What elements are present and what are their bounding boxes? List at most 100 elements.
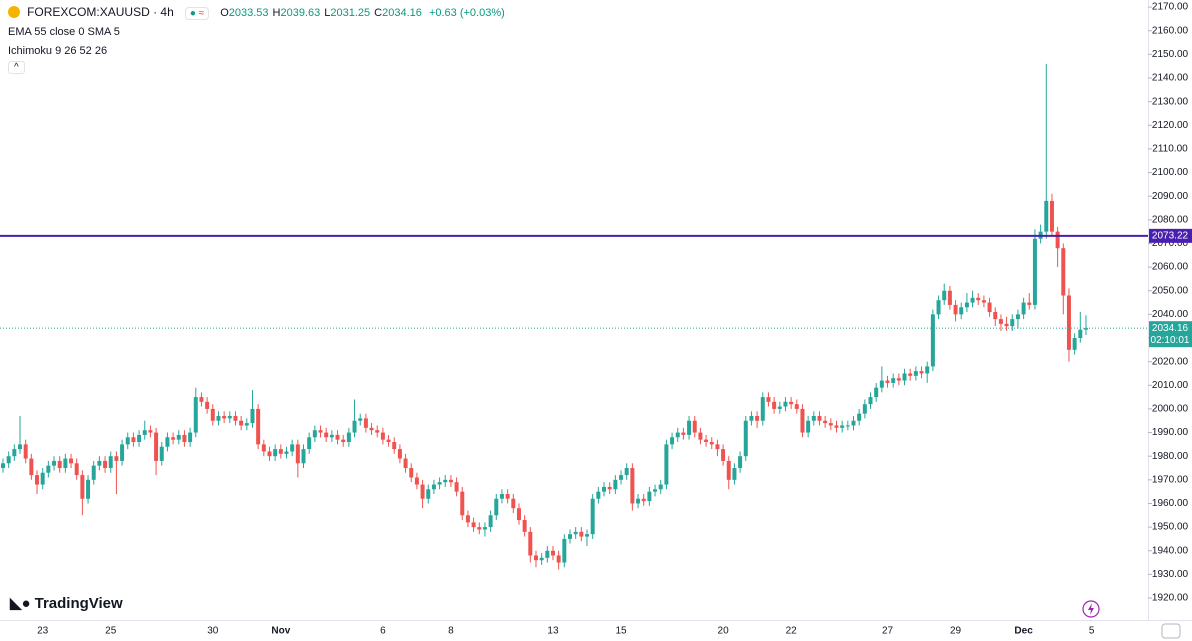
candle-body [516, 508, 521, 521]
candle-body [726, 460, 731, 480]
candle-body [556, 555, 561, 563]
candle-body [953, 304, 958, 315]
candle-body [755, 416, 760, 421]
candle-body [1021, 302, 1026, 315]
candle-body [590, 498, 595, 535]
last-price-bg [1149, 321, 1192, 348]
candle-body [658, 484, 663, 490]
candle-body [284, 451, 289, 454]
candle-body [386, 439, 391, 443]
candle-body [329, 434, 334, 438]
x-tick-label: 6 [380, 626, 386, 637]
candle-body [210, 408, 215, 421]
candle-body [879, 380, 884, 388]
settings-icon[interactable] [1161, 623, 1181, 639]
candle-body [375, 430, 380, 433]
candle-body [6, 456, 11, 464]
candle-body [709, 442, 714, 445]
candle-body [970, 297, 975, 303]
candle-body [925, 366, 930, 374]
y-tick-label: 2010.00 [1152, 380, 1189, 391]
y-tick-label: 2140.00 [1152, 73, 1189, 84]
candle-body [233, 416, 238, 421]
candle-body [239, 420, 244, 426]
candle-body [653, 489, 658, 492]
candle-body [465, 515, 470, 523]
ohlc-value: 2034.16 [382, 7, 422, 19]
candle-body [840, 425, 845, 428]
candle-body [596, 491, 601, 499]
candle-body [1027, 302, 1032, 305]
ohlc-key: H [272, 7, 281, 19]
candle-body [664, 444, 669, 485]
hline-label: 2073.22 [1152, 230, 1189, 241]
candle-body [199, 397, 204, 402]
candle-body [772, 401, 777, 409]
candle-body [602, 486, 607, 492]
candle-body [998, 319, 1003, 324]
candle-body [222, 416, 227, 419]
candle-body [318, 430, 323, 433]
candle-body [522, 520, 527, 532]
candle-body [437, 482, 442, 485]
candle-body [120, 444, 125, 461]
candle-body [324, 432, 329, 438]
candle-body [579, 531, 584, 537]
y-tick-label: 2160.00 [1152, 25, 1189, 36]
candle-body [505, 494, 510, 499]
candle-body [828, 423, 833, 426]
candle-body [817, 416, 822, 421]
candle-body [862, 404, 867, 414]
legend-row: FOREXCOM:XAUUSD · 4h ● ≈ O2033.53 H2039.6… [8, 5, 509, 20]
candle-body [823, 420, 828, 424]
candle-body [86, 479, 91, 499]
candle-body [857, 413, 862, 421]
x-tick-label: 22 [786, 626, 798, 637]
status-badge[interactable]: ● ≈ [184, 7, 210, 20]
candle-body [981, 300, 986, 303]
candle-body [687, 420, 692, 435]
collapse-button[interactable]: ^ [8, 61, 25, 74]
y-tick-label: 2000.00 [1152, 404, 1189, 415]
candle-body [1015, 314, 1020, 320]
candle-body [477, 527, 482, 530]
candle-body [35, 475, 40, 485]
candle-body [1055, 231, 1060, 249]
candle-body [777, 406, 782, 409]
ohlc-item: C2034.16 [374, 7, 422, 19]
candle-body [936, 300, 941, 315]
candle-body [913, 371, 918, 376]
candle-body [585, 534, 590, 537]
y-tick-label: 2070.00 [1152, 238, 1189, 249]
candle-body [448, 479, 453, 483]
last-price-label: 2034.16 [1152, 323, 1189, 334]
y-tick-label: 2100.00 [1152, 167, 1189, 178]
ohlc-item: H2039.63 [273, 7, 321, 19]
ohlc-key: C [374, 7, 383, 19]
candle-body [148, 430, 153, 433]
y-tick-label: 2110.00 [1152, 144, 1188, 155]
ohlc-value: 2033.53 [228, 7, 269, 19]
candle-body [766, 397, 771, 402]
y-tick-label: 1970.00 [1152, 474, 1189, 485]
candle-body [267, 451, 272, 457]
x-tick-label: 30 [207, 626, 219, 637]
candle-body [624, 468, 629, 476]
symbol[interactable]: FOREXCOM:XAUUSD · 4h [27, 5, 174, 19]
indicator[interactable]: Ichimoku 9 26 52 26 [8, 45, 108, 57]
candle-body [562, 538, 567, 563]
indicator[interactable]: EMA 55 close 0 SMA 5 [8, 26, 120, 38]
y-tick-label: 1950.00 [1152, 522, 1189, 533]
candle-body [959, 307, 964, 315]
candle-body [1061, 248, 1066, 296]
candle-body [607, 486, 612, 490]
candle-body [976, 297, 981, 301]
candle-body [670, 437, 675, 445]
flash-icon[interactable] [1082, 600, 1100, 618]
candle-body [1010, 319, 1015, 327]
candle-body [69, 458, 74, 464]
x-tick-label: Dec [1014, 626, 1033, 637]
candle-body [74, 463, 79, 476]
candle-body [369, 427, 374, 431]
flash-bolt [1088, 603, 1094, 615]
